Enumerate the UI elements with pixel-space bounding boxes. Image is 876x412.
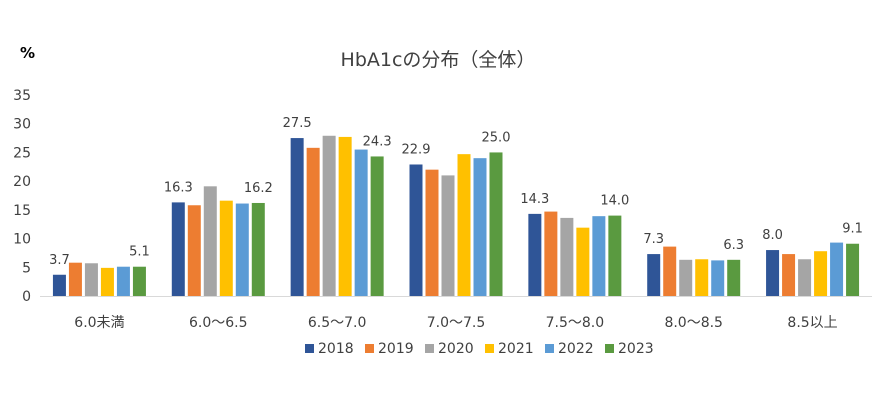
bar-2018-cat-0 [52, 274, 66, 296]
data-label: 14.3 [520, 192, 549, 207]
legend: 2018 2019 2020 2021 2022 2023 [305, 341, 654, 357]
bar-2022-cat-4 [592, 216, 606, 296]
bar-2018-cat-5 [647, 254, 661, 296]
bar-2022-cat-0 [116, 266, 130, 296]
legend-swatch-2018 [305, 344, 314, 353]
bar-2021-cat-4 [576, 227, 590, 296]
bar-2020-cat-4 [560, 217, 574, 296]
data-label: 16.3 [164, 180, 193, 195]
data-label: 27.5 [283, 116, 312, 131]
bar-2021-cat-6 [814, 251, 828, 296]
y-tick-label: 0 [22, 289, 31, 305]
y-unit-label: % [20, 44, 35, 62]
data-label: 9.1 [842, 222, 863, 237]
y-tick-label: 25 [13, 145, 31, 161]
y-tick-label: 5 [22, 260, 31, 276]
bar-2019-cat-2 [306, 147, 320, 296]
bar-2021-cat-0 [100, 267, 114, 296]
bar-2021-cat-5 [695, 259, 709, 296]
data-labels: 3.7 5.1 16.3 16.2 27.5 24.3 22.9 25.0 14.3 14.0 7.… [49, 116, 863, 268]
bar-2022-cat-3 [473, 158, 487, 296]
y-tick-label: 30 [13, 117, 31, 133]
category-label: 6.5～7.0 [308, 315, 367, 331]
bar-2019-cat-5 [663, 246, 677, 296]
legend-label: 2023 [618, 341, 654, 357]
bar-2018-cat-2 [290, 138, 304, 296]
bar-2020-cat-3 [441, 175, 455, 296]
legend-swatch-2023 [605, 344, 614, 353]
bar-2022-cat-5 [711, 260, 725, 296]
bar-2020-cat-2 [322, 135, 336, 296]
data-label: 14.0 [600, 194, 629, 209]
bar-2023-cat-1 [251, 202, 265, 296]
bar-2021-cat-2 [338, 136, 352, 296]
legend-label: 2018 [318, 341, 354, 357]
bar-2018-cat-4 [528, 213, 542, 296]
bars [52, 135, 860, 296]
bar-2023-cat-2 [370, 156, 384, 296]
y-tick-label: 10 [13, 232, 31, 248]
bar-2023-cat-6 [846, 243, 860, 296]
bar-2019-cat-1 [187, 205, 201, 296]
legend-label: 2020 [438, 341, 474, 357]
data-label: 8.0 [762, 228, 783, 243]
bar-2019-cat-3 [425, 169, 439, 296]
category-label: 8.0～8.5 [664, 315, 723, 331]
category-label: 6.0未満 [74, 315, 124, 331]
bar-2023-cat-3 [489, 152, 503, 296]
category-label: 7.5～8.0 [546, 315, 605, 331]
data-label: 3.7 [49, 253, 70, 268]
legend-swatch-2022 [545, 344, 554, 353]
bar-2020-cat-0 [84, 263, 98, 296]
bar-2022-cat-1 [235, 203, 249, 296]
y-tick-label: 35 [13, 88, 31, 104]
data-label: 6.3 [723, 238, 744, 253]
data-label: 25.0 [482, 130, 511, 145]
bar-2019-cat-0 [68, 262, 82, 296]
category-label: 6.0～6.5 [189, 315, 248, 331]
bar-2021-cat-1 [219, 200, 233, 296]
category-label: 8.5以上 [787, 315, 837, 331]
category-labels: 6.0未満 6.0～6.5 6.5～7.0 7.0～7.5 7.5～8.0 8.0～8.5… [74, 315, 837, 331]
legend-label: 2019 [378, 341, 414, 357]
category-label: 7.0～7.5 [427, 315, 486, 331]
bar-2020-cat-5 [679, 259, 693, 296]
y-tick-label: 15 [13, 203, 31, 219]
data-label: 24.3 [363, 134, 392, 149]
bar-2019-cat-6 [782, 254, 796, 296]
bar-2018-cat-3 [409, 164, 423, 296]
legend-swatch-2019 [365, 344, 374, 353]
data-label: 5.1 [129, 245, 150, 260]
bar-2023-cat-5 [727, 259, 741, 296]
bar-2023-cat-0 [132, 266, 146, 296]
bar-2020-cat-6 [798, 259, 812, 296]
bar-2021-cat-3 [457, 154, 471, 296]
data-label: 22.9 [402, 142, 431, 157]
legend-swatch-2020 [425, 344, 434, 353]
y-axis-ticks: 0 5 10 15 20 25 30 35 [13, 88, 31, 305]
bar-2023-cat-4 [608, 215, 622, 296]
y-tick-label: 20 [13, 174, 31, 190]
legend-label: 2022 [558, 341, 594, 357]
data-label: 16.2 [244, 181, 273, 196]
bar-2019-cat-4 [544, 211, 558, 296]
bar-2018-cat-6 [766, 250, 780, 296]
bar-2022-cat-6 [830, 242, 844, 296]
chart-title: HbA1cの分布（全体） [341, 49, 536, 71]
bar-2018-cat-1 [171, 202, 185, 296]
bar-2020-cat-1 [203, 186, 217, 296]
data-label: 7.3 [643, 232, 664, 247]
legend-label: 2021 [498, 341, 534, 357]
bar-2022-cat-2 [354, 149, 368, 296]
legend-swatch-2021 [485, 344, 494, 353]
